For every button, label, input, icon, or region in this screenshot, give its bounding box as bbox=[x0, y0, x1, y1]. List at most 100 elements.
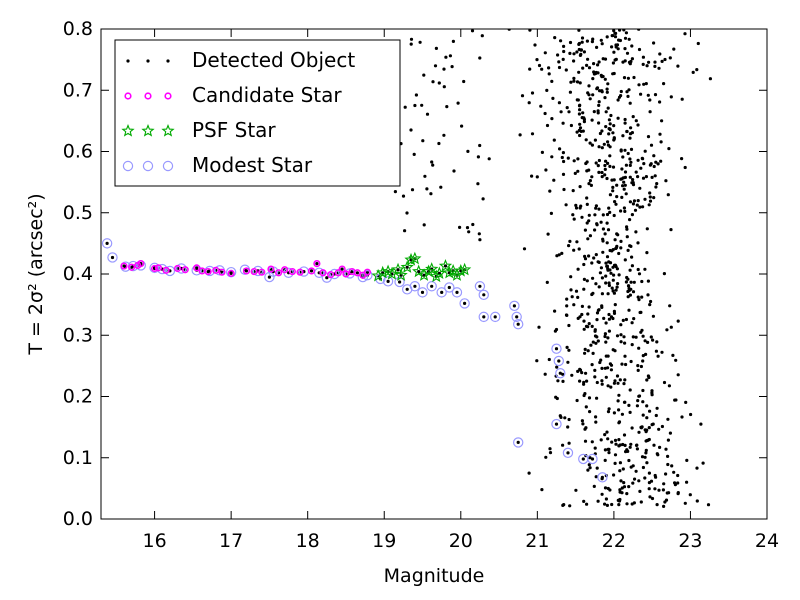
detected-object-point bbox=[620, 412, 625, 416]
legend-marker-psf bbox=[141, 124, 155, 137]
detected-object-point bbox=[631, 178, 635, 182]
legend-marker-candidate bbox=[124, 92, 132, 100]
detected-object-point bbox=[615, 244, 619, 248]
detected-object-point bbox=[587, 66, 592, 70]
detected-object-point bbox=[623, 354, 627, 358]
detected-object-point bbox=[647, 487, 651, 491]
detected-object-point bbox=[557, 359, 561, 363]
detected-object-point bbox=[566, 360, 570, 364]
detected-object-point bbox=[409, 42, 413, 46]
detected-object-point bbox=[425, 112, 430, 116]
detected-object-point bbox=[612, 71, 616, 76]
detected-object-point bbox=[597, 60, 601, 64]
psf-star-point bbox=[442, 265, 456, 279]
detected-object-point bbox=[612, 263, 617, 267]
detected-object-point bbox=[607, 260, 611, 264]
detected-object-point bbox=[638, 186, 642, 190]
detected-object-point bbox=[547, 72, 551, 76]
detected-object-point bbox=[594, 475, 598, 479]
detected-object-point bbox=[647, 426, 651, 430]
detected-object-point bbox=[605, 241, 609, 245]
psf-star-point bbox=[454, 263, 468, 277]
detected-object-point bbox=[614, 442, 618, 446]
detected-object-point bbox=[616, 116, 620, 120]
detected-object-point bbox=[617, 273, 621, 277]
detected-object-point bbox=[572, 303, 576, 307]
detected-object-point bbox=[595, 380, 599, 385]
detected-object-point bbox=[606, 140, 610, 144]
candidate-star-point bbox=[258, 268, 266, 276]
detected-object-point bbox=[615, 334, 620, 338]
y-tick-label: 0.8 bbox=[63, 18, 93, 40]
detected-object-point bbox=[600, 75, 604, 79]
detected-object-point bbox=[607, 329, 612, 333]
y-tick-label: 0.5 bbox=[63, 202, 93, 224]
detected-object-point bbox=[586, 349, 590, 353]
detected-object-point bbox=[561, 151, 566, 155]
detected-object-point bbox=[569, 275, 573, 279]
detected-object-point bbox=[631, 481, 635, 485]
detected-object-point bbox=[663, 57, 667, 62]
detected-object-point bbox=[630, 343, 634, 347]
detected-object-point bbox=[600, 170, 604, 175]
detected-object-point bbox=[596, 71, 600, 75]
y-tick-label: 0.0 bbox=[63, 508, 93, 530]
detected-object-point bbox=[562, 159, 566, 164]
candidate-star-point bbox=[227, 269, 235, 277]
detected-object-point bbox=[244, 269, 248, 273]
detected-object-point bbox=[601, 227, 606, 231]
detected-object-point bbox=[613, 453, 618, 457]
detected-object-point bbox=[580, 116, 584, 120]
detected-object-point bbox=[610, 45, 614, 49]
detected-object-point bbox=[680, 157, 684, 161]
detected-object-point bbox=[618, 497, 622, 502]
detected-object-point bbox=[603, 163, 607, 168]
detected-object-point bbox=[583, 257, 588, 261]
detected-object-point bbox=[618, 443, 622, 447]
detected-object-point bbox=[623, 400, 627, 404]
detected-object-point bbox=[610, 286, 614, 290]
detected-object-point bbox=[600, 382, 604, 386]
detected-object-point bbox=[622, 180, 626, 184]
detected-object-point bbox=[582, 262, 586, 267]
detected-object-point bbox=[662, 504, 666, 508]
detected-object-point bbox=[625, 90, 629, 94]
detected-object-point bbox=[636, 267, 640, 272]
detected-object-point bbox=[620, 195, 624, 199]
detected-object-point bbox=[653, 64, 657, 68]
detected-object-point bbox=[655, 340, 659, 344]
detected-object-point bbox=[413, 103, 417, 108]
detected-object-point bbox=[622, 76, 627, 80]
detected-object-point bbox=[582, 277, 587, 281]
detected-object-point bbox=[600, 475, 605, 479]
detected-object-point bbox=[641, 388, 645, 393]
detected-object-point bbox=[634, 230, 638, 234]
detected-object-point bbox=[527, 101, 531, 105]
detected-object-point bbox=[558, 371, 562, 375]
detected-object-point bbox=[482, 293, 486, 297]
detected-object-point bbox=[614, 31, 618, 35]
detected-object-point bbox=[653, 487, 657, 491]
detected-object-point bbox=[590, 440, 594, 444]
detected-object-point bbox=[456, 101, 460, 105]
detected-object-point bbox=[543, 372, 547, 376]
detected-object-point bbox=[595, 45, 599, 50]
detected-object-point bbox=[592, 72, 597, 76]
detected-object-point bbox=[405, 265, 409, 269]
detected-object-point bbox=[631, 290, 636, 294]
detected-object-point bbox=[431, 163, 435, 167]
detected-object-point bbox=[627, 485, 631, 489]
modest-star-point bbox=[264, 271, 275, 283]
detected-object-point bbox=[547, 357, 551, 362]
detected-object-point bbox=[676, 481, 680, 485]
detected-object-point bbox=[613, 379, 617, 383]
candidate-star-point bbox=[338, 265, 346, 273]
detected-object-point bbox=[582, 319, 586, 323]
detected-object-point bbox=[619, 479, 623, 483]
detected-object-point bbox=[442, 133, 446, 137]
detected-object-point bbox=[443, 264, 448, 268]
y-tick-label: 0.3 bbox=[63, 324, 93, 346]
detected-object-point bbox=[607, 132, 611, 136]
detected-object-point bbox=[609, 363, 614, 367]
detected-object-point bbox=[646, 340, 650, 344]
